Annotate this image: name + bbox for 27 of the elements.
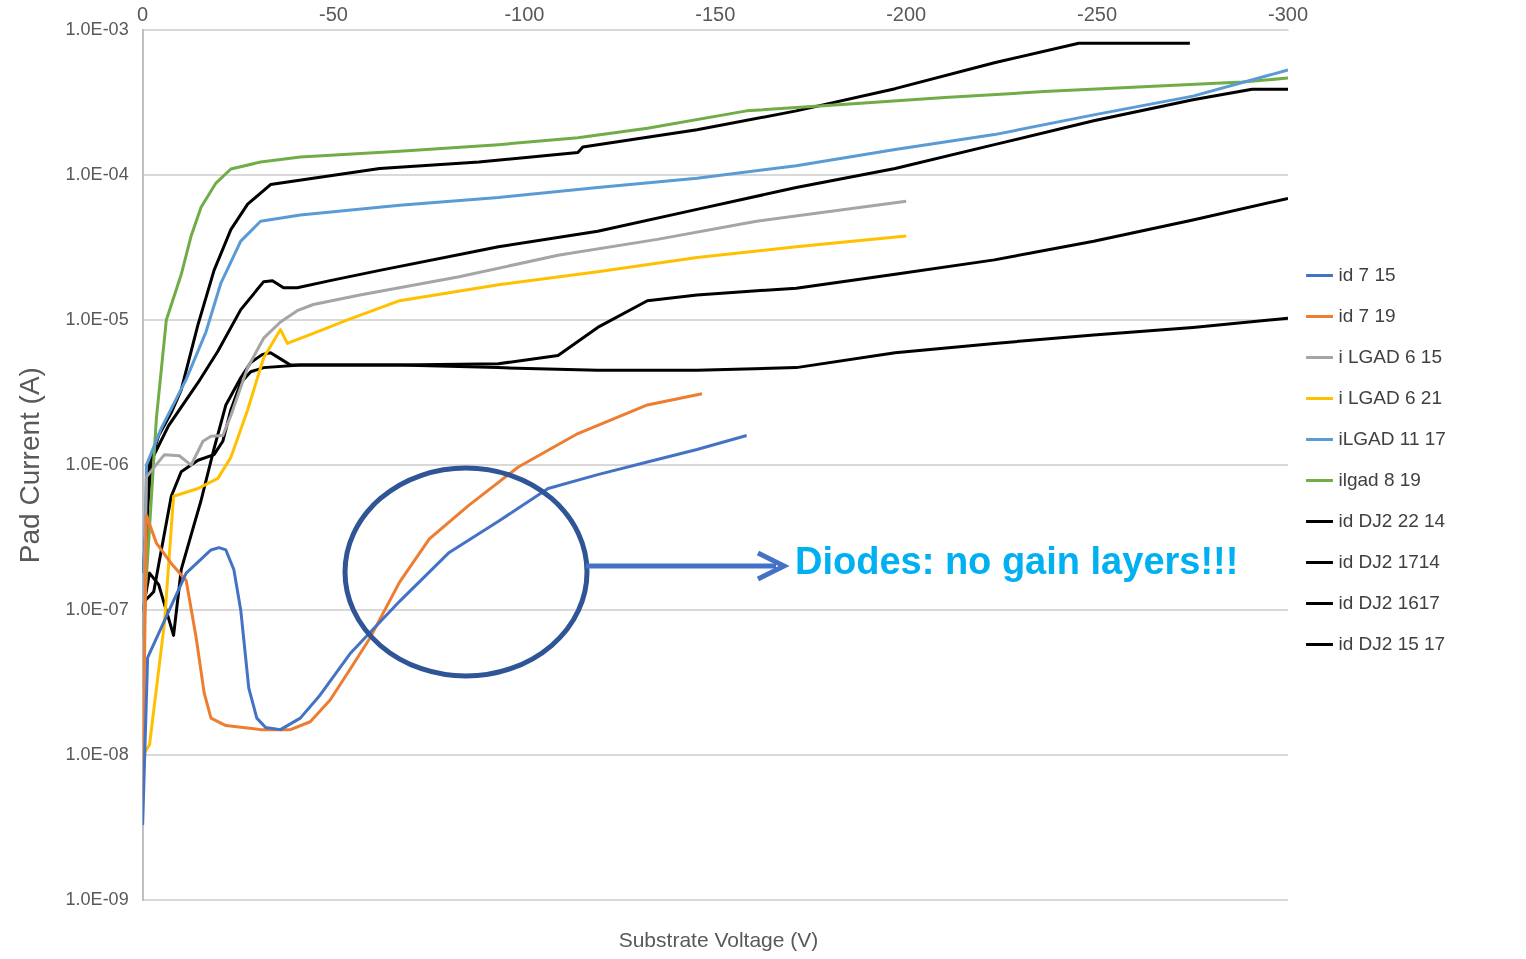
legend-label: id DJ2 15 17 [1338,632,1446,654]
y-tick-label: 1.0E-05 [65,309,129,330]
y-tick-label: 1.0E-08 [65,744,129,765]
x-axis-title: Substrate Voltage (V) [617,928,820,952]
legend-label: id 7 15 [1338,263,1396,285]
x-tick-label: -200 [886,2,927,25]
legend-label: i LGAD 6 21 [1338,386,1442,408]
y-tick-label: 1.0E-07 [65,599,129,620]
legend-label: ilgad 8 19 [1338,468,1421,490]
x-tick-label: -300 [1267,2,1309,25]
legend-label: id DJ2 22 14 [1338,509,1446,531]
legend-label: id DJ2 1714 [1338,550,1441,572]
y-tick-label: 1.0E-04 [65,164,129,184]
legend-label: id 7 19 [1338,304,1396,326]
y-tick-label: 1.0E-06 [65,454,129,475]
x-tick-label: -50 [319,2,348,25]
x-tick-label: 0 [137,2,149,25]
legend-label: id DJ2 1617 [1338,591,1440,613]
legend-label: i LGAD 6 15 [1338,345,1442,367]
x-tick-label: -150 [695,2,736,25]
y-axis-title: Pad Current (A) [13,367,45,564]
annotation: Diodes: no gain layers!!! [795,540,1239,583]
y-tick-label: 1.0E-03 [65,18,129,39]
x-tick-label: -100 [504,2,545,25]
y-tick-label: 1.0E-09 [65,889,129,910]
x-tick-label: -250 [1077,2,1118,25]
legend-label: iLGAD 11 17 [1338,427,1446,449]
